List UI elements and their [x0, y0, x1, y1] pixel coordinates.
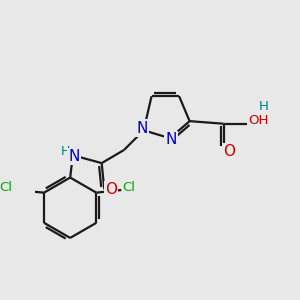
Text: Cl: Cl — [0, 182, 13, 194]
Text: H: H — [259, 100, 269, 113]
Text: Cl: Cl — [123, 182, 136, 194]
Text: N: N — [137, 121, 148, 136]
Text: OH: OH — [248, 114, 268, 127]
Text: O: O — [105, 182, 117, 197]
Text: N: N — [68, 149, 80, 164]
Text: N: N — [166, 132, 177, 147]
Text: O: O — [223, 144, 235, 159]
Text: H: H — [60, 145, 70, 158]
